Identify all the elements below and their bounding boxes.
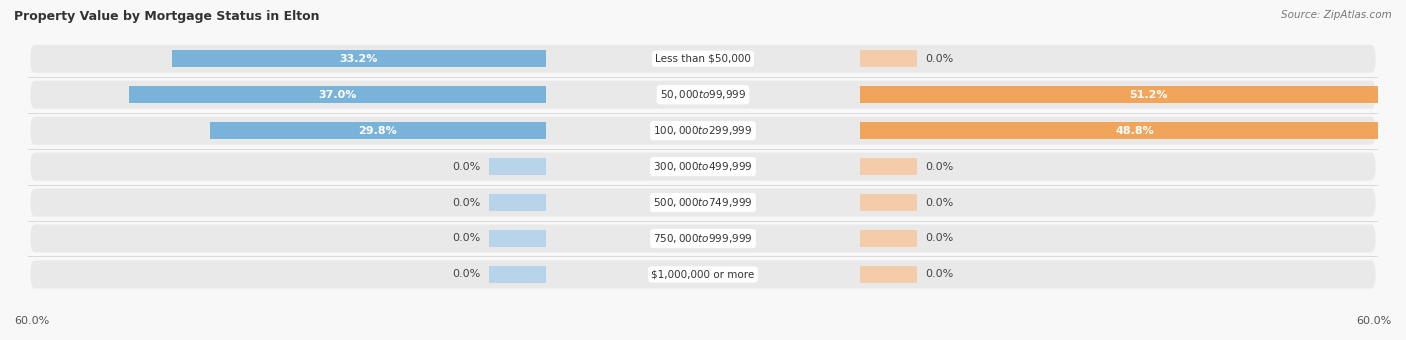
Bar [860,122,1406,139]
Text: 48.8%: 48.8% [1115,126,1154,136]
Text: Source: ZipAtlas.com: Source: ZipAtlas.com [1281,10,1392,20]
FancyBboxPatch shape [31,153,1375,181]
Text: 0.0%: 0.0% [453,198,481,207]
Text: 60.0%: 60.0% [14,317,49,326]
FancyBboxPatch shape [31,188,1375,217]
Text: 0.0%: 0.0% [925,269,953,279]
Bar [860,266,917,283]
Bar [489,194,546,211]
Text: $750,000 to $999,999: $750,000 to $999,999 [654,232,752,245]
Bar [489,158,546,175]
Text: Property Value by Mortgage Status in Elton: Property Value by Mortgage Status in Elt… [14,10,319,23]
Legend: Without Mortgage, With Mortgage: Without Mortgage, With Mortgage [583,338,823,340]
Bar [860,230,917,247]
Text: Less than $50,000: Less than $50,000 [655,54,751,64]
Text: 0.0%: 0.0% [453,162,481,172]
FancyBboxPatch shape [31,224,1375,253]
Text: $1,000,000 or more: $1,000,000 or more [651,269,755,279]
Text: 29.8%: 29.8% [359,126,398,136]
Text: 0.0%: 0.0% [925,54,953,64]
Bar [489,230,546,247]
Bar [860,50,917,67]
Text: 0.0%: 0.0% [453,269,481,279]
Text: 51.2%: 51.2% [1129,90,1167,100]
FancyBboxPatch shape [31,117,1375,145]
Text: $50,000 to $99,999: $50,000 to $99,999 [659,88,747,101]
Text: 0.0%: 0.0% [453,234,481,243]
Bar [860,194,917,211]
Text: 0.0%: 0.0% [925,234,953,243]
FancyBboxPatch shape [31,260,1375,288]
Text: 37.0%: 37.0% [318,90,357,100]
Bar [211,122,546,139]
Bar [860,86,1406,103]
Text: 33.2%: 33.2% [340,54,378,64]
Text: $100,000 to $299,999: $100,000 to $299,999 [654,124,752,137]
Bar [860,158,917,175]
Text: 0.0%: 0.0% [925,162,953,172]
Text: $300,000 to $499,999: $300,000 to $499,999 [654,160,752,173]
Bar [172,50,546,67]
Bar [129,86,546,103]
Bar [489,266,546,283]
FancyBboxPatch shape [31,45,1375,73]
Text: 0.0%: 0.0% [925,198,953,207]
Text: 60.0%: 60.0% [1357,317,1392,326]
FancyBboxPatch shape [31,81,1375,109]
Text: $500,000 to $749,999: $500,000 to $749,999 [654,196,752,209]
